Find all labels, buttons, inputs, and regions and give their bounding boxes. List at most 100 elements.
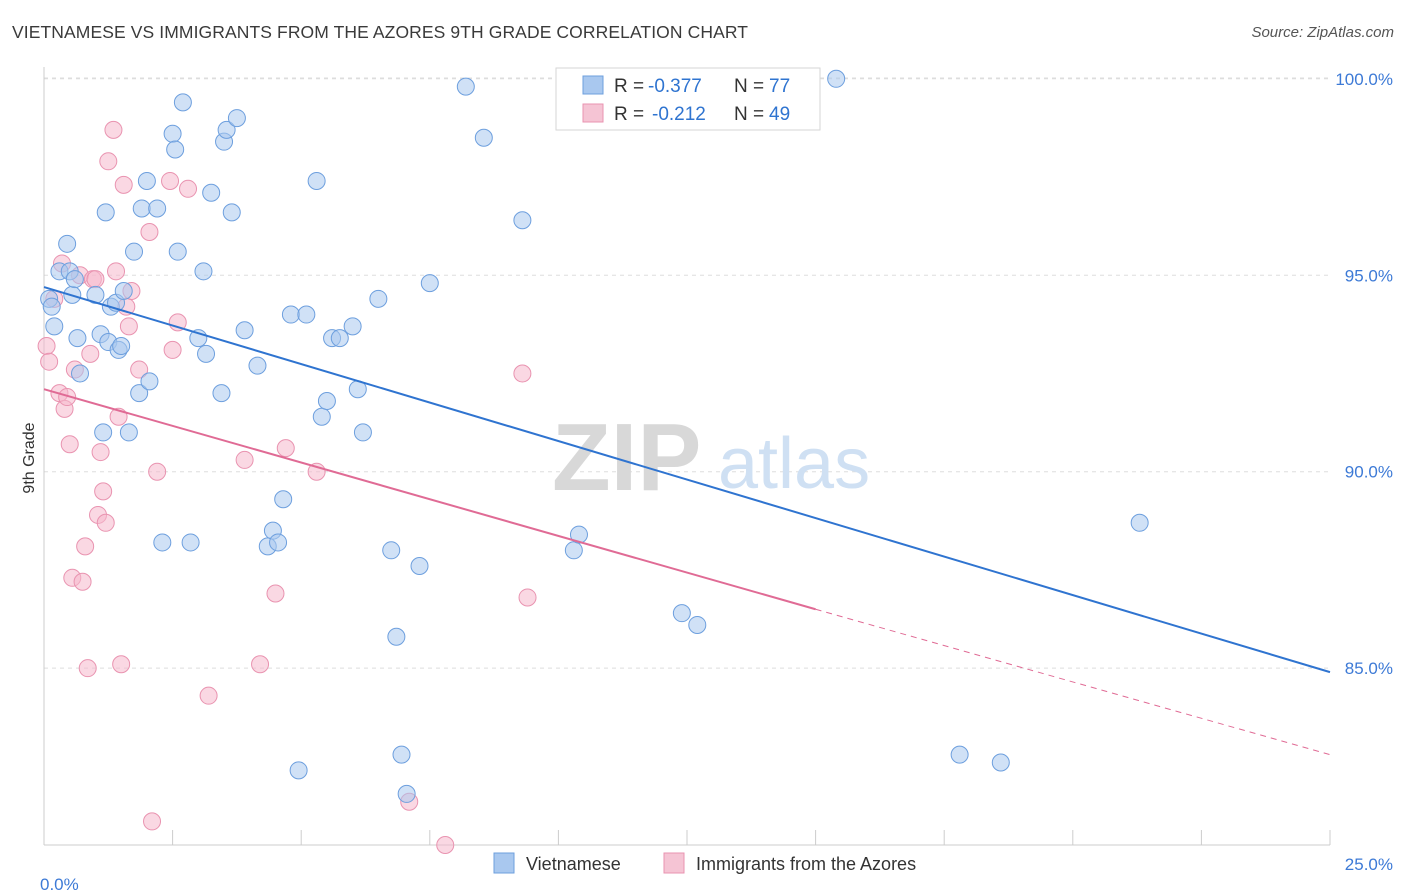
vietnamese-point xyxy=(58,234,77,253)
vietnamese-point xyxy=(569,525,588,544)
vietnamese-point xyxy=(202,183,221,202)
vietnamese-point xyxy=(94,423,113,442)
azores-point xyxy=(276,439,295,458)
vietnamese-point xyxy=(688,615,707,634)
vietnamese-point xyxy=(119,423,138,442)
vietnamese-point xyxy=(227,109,246,128)
chart-title: VIETNAMESE VS IMMIGRANTS FROM THE AZORES… xyxy=(12,22,749,42)
bottom-legend-label-vietnamese: Vietnamese xyxy=(526,854,621,874)
legend-r-label-1: R = xyxy=(614,76,644,97)
azores-point xyxy=(266,584,285,603)
legend-r-value-1: -0.377 xyxy=(648,76,702,97)
vietnamese-point xyxy=(307,171,326,190)
y-tick-labels: 85.0% 90.0% 95.0% 100.0% xyxy=(1335,70,1393,678)
vietnamese-point xyxy=(197,344,216,363)
azores-point xyxy=(73,572,92,591)
bottom-legend-swatch-azores xyxy=(663,852,685,874)
y-tick-label: 100.0% xyxy=(1335,70,1393,89)
vietnamese-point xyxy=(274,490,293,509)
vietnamese-point xyxy=(369,289,388,308)
vietnamese-point xyxy=(343,317,362,336)
vietnamese-point xyxy=(194,262,213,281)
azores-point xyxy=(161,171,180,190)
vietnamese-point xyxy=(353,423,372,442)
vietnamese-point xyxy=(45,317,64,336)
vietnamese-points xyxy=(40,69,1149,803)
legend-n-label-2: N = xyxy=(734,104,764,125)
vietnamese-point xyxy=(222,203,241,222)
vietnamese-point xyxy=(140,372,159,391)
azores-point xyxy=(140,223,159,242)
vietnamese-point xyxy=(387,627,406,646)
vietnamese-point xyxy=(71,364,90,383)
bottom-legend-label-azores: Immigrants from the Azores xyxy=(696,854,916,874)
vietnamese-point xyxy=(217,120,236,139)
trend-line xyxy=(43,286,1331,674)
stats-legend: R = -0.377 N = 77 R = -0.212 N = 49 xyxy=(555,67,821,131)
vietnamese-point xyxy=(330,329,349,348)
azores-point xyxy=(436,836,455,854)
vietnamese-point xyxy=(474,128,493,147)
legend-r-label-2: R = xyxy=(614,104,644,125)
trend-line xyxy=(43,388,816,611)
vietnamese-point xyxy=(148,199,167,218)
legend-n-label-1: N = xyxy=(734,76,764,97)
azores-point xyxy=(143,812,162,831)
azores-point xyxy=(112,655,131,674)
vietnamese-point xyxy=(130,384,149,403)
vietnamese-point xyxy=(392,745,411,764)
azores-point xyxy=(78,659,97,678)
azores-point xyxy=(96,513,115,532)
vietnamese-point xyxy=(991,753,1010,772)
legend-n-value-1: 77 xyxy=(769,76,790,97)
vietnamese-point xyxy=(235,321,254,340)
vietnamese-point xyxy=(382,541,401,560)
vietnamese-point xyxy=(312,407,331,426)
vietnamese-point xyxy=(827,69,846,88)
vietnamese-point xyxy=(181,533,200,552)
vietnamese-point xyxy=(68,329,87,348)
vietnamese-point xyxy=(42,297,61,316)
azores-point xyxy=(60,435,79,454)
azores-point xyxy=(130,360,149,379)
vietnamese-point xyxy=(125,242,144,261)
x-tick-label-min: 0.0% xyxy=(40,875,79,892)
x-ticks xyxy=(43,830,1331,845)
azores-point xyxy=(163,340,182,359)
vietnamese-point xyxy=(1130,513,1149,532)
watermark: ZIP atlas xyxy=(552,404,870,511)
vietnamese-point xyxy=(132,199,151,218)
vietnamese-point xyxy=(397,784,416,803)
vietnamese-point xyxy=(950,745,969,764)
vietnamese-point xyxy=(410,557,429,576)
y-axis-title: 9th Grade xyxy=(21,422,38,493)
vietnamese-point xyxy=(297,305,316,324)
legend-n-value-2: 49 xyxy=(769,104,790,125)
vietnamese-point xyxy=(163,124,182,143)
vietnamese-point xyxy=(317,391,336,410)
vietnamese-point xyxy=(173,93,192,112)
vietnamese-point xyxy=(96,203,115,222)
vietnamese-point xyxy=(420,274,439,293)
azores-point xyxy=(76,537,95,556)
azores-point xyxy=(99,152,118,171)
vietnamese-point xyxy=(153,533,172,552)
x-tick-label-max: 25.0% xyxy=(1345,855,1393,874)
watermark-zip: ZIP xyxy=(552,404,701,511)
azores-point xyxy=(107,262,126,281)
vietnamese-point xyxy=(281,305,300,324)
vietnamese-point xyxy=(166,140,185,159)
vietnamese-point xyxy=(248,356,267,375)
y-tick-label: 85.0% xyxy=(1345,659,1393,678)
y-tick-label: 90.0% xyxy=(1345,463,1393,482)
azores-point xyxy=(148,462,167,481)
vietnamese-point xyxy=(456,77,475,96)
vietnamese-point xyxy=(65,270,84,289)
vietnamese-point xyxy=(168,242,187,261)
trend-line-extension xyxy=(815,608,1331,756)
azores-point xyxy=(104,120,123,139)
azores-point xyxy=(114,175,133,194)
legend-swatch-azores xyxy=(582,103,604,123)
vietnamese-point xyxy=(269,533,288,552)
